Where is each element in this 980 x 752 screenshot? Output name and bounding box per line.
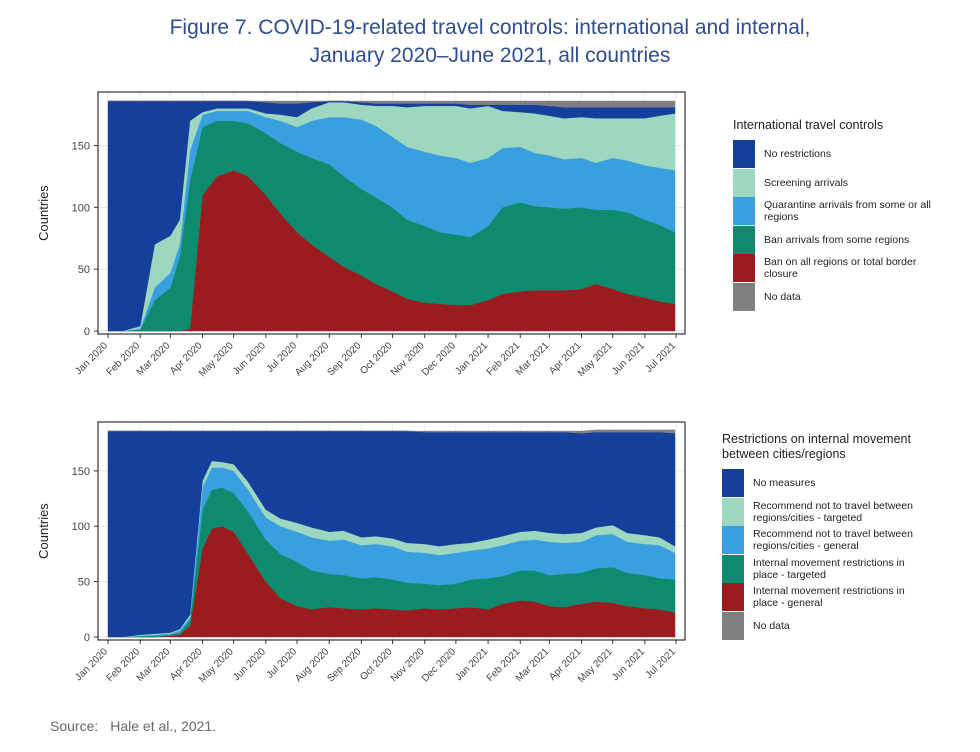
x-tick-label: May 2020	[197, 340, 236, 379]
legend-label: Ban on all regions or total border closu…	[764, 256, 917, 281]
x-tick-label: Jun 2021	[610, 646, 647, 683]
internal-legend-title: Restrictions on internal movement betwee…	[722, 432, 911, 461]
area-series-no-data	[108, 429, 676, 434]
legend-item-no-data: No data	[733, 282, 939, 312]
legend-label: No measures	[753, 477, 816, 490]
x-tick-label: Aug 2020	[293, 646, 331, 684]
legend-item-no-data: No data	[722, 611, 932, 641]
legend-swatch	[722, 469, 744, 498]
x-tick-label: Jul 2021	[644, 340, 679, 375]
legend-item-recommend-not-to-travel-between-regions-cities-general: Recommend not to travel between regions/…	[722, 526, 932, 555]
figure-title: Figure 7. COVID-19-related travel contro…	[0, 14, 980, 70]
legend-item-ban-on-all-regions-or-total-border-closure: Ban on all regions or total border closu…	[733, 254, 939, 283]
legend-item-no-restrictions: No restrictions	[733, 140, 939, 169]
legend-label: Recommend not to travel between regions/…	[753, 528, 913, 553]
legend-swatch	[722, 497, 744, 526]
x-tick-label: May 2021	[576, 340, 615, 379]
legend-swatch	[733, 282, 755, 311]
legend-swatch	[722, 583, 744, 612]
y-tick-label: 100	[72, 521, 90, 533]
legend-label: Internal movement restrictions in place …	[753, 556, 905, 581]
y-tick-label: 50	[78, 264, 90, 276]
legend-item-screening-arrivals: Screening arrivals	[733, 168, 939, 198]
legend-label: No data	[753, 619, 790, 632]
legend-label: No restrictions	[764, 148, 832, 161]
legend-label: Recommend not to travel between regions/…	[753, 499, 913, 524]
legend-label: Screening arrivals	[764, 176, 849, 189]
area-series-no-data	[108, 100, 676, 108]
y-tick-label: 50	[78, 577, 90, 589]
y-tick-label: 150	[72, 466, 90, 478]
y-axis-label: Countries	[36, 185, 51, 241]
source-label: Source:	[50, 718, 99, 734]
legend-item-internal-movement-restrictions-in-place-targeted: Internal movement restrictions in place …	[722, 554, 932, 584]
y-tick-label: 100	[72, 202, 90, 214]
legend-label: Internal movement restrictions in place …	[753, 585, 905, 610]
x-tick-label: Jun 2021	[610, 340, 647, 377]
figure-title-line1: Figure 7. COVID-19-related travel contro…	[169, 16, 811, 39]
figure-title-line2: January 2020–June 2021, all countries	[309, 44, 671, 67]
y-tick-label: 150	[72, 141, 90, 153]
x-tick-label: Mar 2020	[135, 340, 173, 378]
source-note: Source: Hale et al., 2021.	[50, 718, 228, 734]
legend-swatch	[733, 197, 755, 226]
plot-frame	[97, 91, 686, 335]
legend-swatch	[733, 225, 755, 254]
x-tick-label: Jul 2021	[644, 646, 679, 681]
y-tick-label: 0	[84, 632, 90, 644]
legend-item-quarantine-arrivals-from-some-or-all-regions: Quarantine arrivals from some or all reg…	[733, 197, 939, 226]
x-tick-label: May 2021	[576, 646, 615, 685]
legend-item-ban-arrivals-from-some-regions: Ban arrivals from some regions	[733, 225, 939, 255]
plot-frame	[97, 421, 686, 641]
x-tick-label: Dec 2020	[420, 646, 458, 684]
legend-swatch	[722, 554, 744, 583]
legend-item-internal-movement-restrictions-in-place-general: Internal movement restrictions in place …	[722, 583, 932, 612]
x-tick-label: Jun 2020	[231, 340, 268, 377]
legend-swatch	[733, 254, 755, 283]
legend-label: No data	[764, 290, 801, 303]
legend-label: Quarantine arrivals from some or all reg…	[764, 199, 931, 224]
legend-swatch	[722, 526, 744, 555]
x-tick-label: Dec 2020	[420, 340, 458, 378]
x-tick-label: Sep 2020	[325, 340, 363, 378]
x-tick-label: May 2020	[197, 646, 236, 685]
legend-swatch	[733, 140, 755, 169]
internal-legend: Restrictions on internal movement betwee…	[722, 432, 932, 640]
legend-swatch	[722, 611, 744, 640]
y-axis-label: Countries	[36, 503, 51, 559]
x-tick-label: Aug 2020	[293, 340, 331, 378]
x-tick-label: Jun 2020	[231, 646, 268, 683]
x-tick-label: Mar 2020	[135, 646, 173, 684]
source-text: Hale et al., 2021.	[110, 718, 217, 734]
international-legend-title: International travel controls	[733, 118, 884, 132]
x-tick-label: Sep 2020	[325, 646, 363, 684]
legend-item-no-measures: No measures	[722, 469, 932, 498]
international-legend: International travel controls No restric…	[733, 118, 939, 311]
y-tick-label: 0	[84, 326, 90, 338]
legend-label: Ban arrivals from some regions	[764, 233, 910, 246]
legend-item-recommend-not-to-travel-between-regions-cities-targeted: Recommend not to travel between regions/…	[722, 497, 932, 527]
legend-swatch	[733, 168, 755, 197]
